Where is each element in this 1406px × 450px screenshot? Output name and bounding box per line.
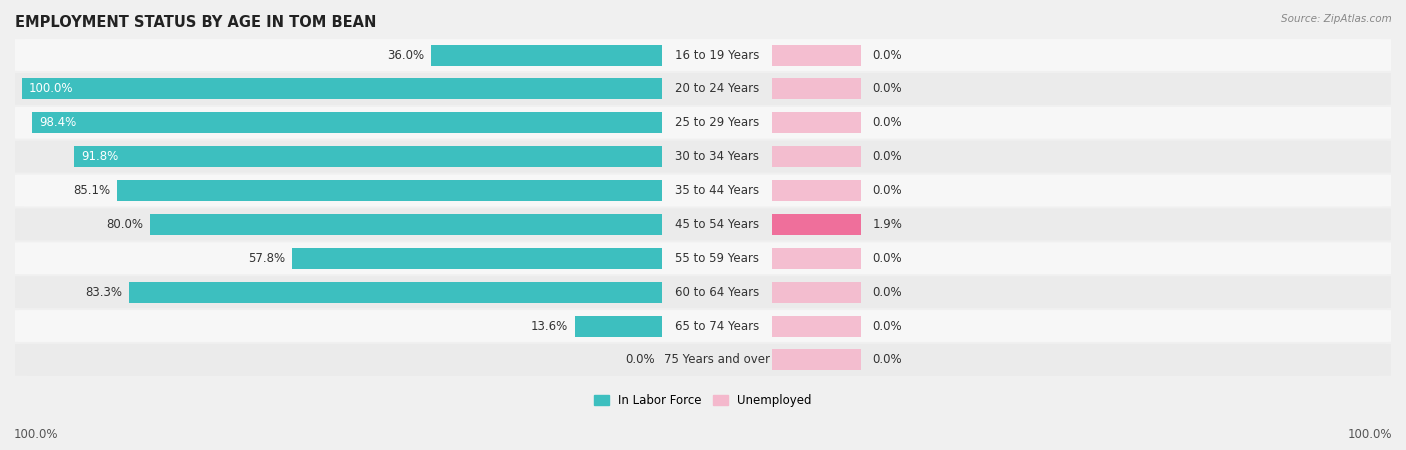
Text: 100.0%: 100.0% xyxy=(1347,428,1392,441)
Text: 83.3%: 83.3% xyxy=(84,286,122,299)
Bar xyxy=(432,45,662,66)
Text: 65 to 74 Years: 65 to 74 Years xyxy=(675,320,759,333)
Bar xyxy=(772,349,862,370)
Text: 75 Years and over: 75 Years and over xyxy=(664,353,769,366)
Text: 60 to 64 Years: 60 to 64 Years xyxy=(675,286,759,299)
Text: 0.0%: 0.0% xyxy=(872,116,901,129)
Bar xyxy=(292,248,662,269)
FancyBboxPatch shape xyxy=(8,141,1398,173)
Text: 0.0%: 0.0% xyxy=(872,49,901,62)
Text: Source: ZipAtlas.com: Source: ZipAtlas.com xyxy=(1281,14,1392,23)
FancyBboxPatch shape xyxy=(8,175,1398,207)
Bar xyxy=(772,180,862,201)
Bar xyxy=(772,315,862,337)
FancyBboxPatch shape xyxy=(8,39,1398,71)
Text: 20 to 24 Years: 20 to 24 Years xyxy=(675,82,759,95)
Bar xyxy=(772,214,862,235)
Legend: In Labor Force, Unemployed: In Labor Force, Unemployed xyxy=(589,389,817,412)
Text: 100.0%: 100.0% xyxy=(14,428,59,441)
Bar xyxy=(772,248,862,269)
Text: 35 to 44 Years: 35 to 44 Years xyxy=(675,184,759,197)
Text: 57.8%: 57.8% xyxy=(247,252,285,265)
Text: 25 to 29 Years: 25 to 29 Years xyxy=(675,116,759,129)
FancyBboxPatch shape xyxy=(8,243,1398,274)
Text: 85.1%: 85.1% xyxy=(73,184,110,197)
Text: 0.0%: 0.0% xyxy=(872,184,901,197)
Text: 55 to 59 Years: 55 to 59 Years xyxy=(675,252,759,265)
Bar xyxy=(575,315,662,337)
Bar xyxy=(22,78,662,99)
FancyBboxPatch shape xyxy=(8,310,1398,342)
Bar xyxy=(772,45,862,66)
Text: 91.8%: 91.8% xyxy=(82,150,118,163)
Bar xyxy=(129,282,662,303)
Text: 0.0%: 0.0% xyxy=(872,252,901,265)
Text: 0.0%: 0.0% xyxy=(872,286,901,299)
Text: 30 to 34 Years: 30 to 34 Years xyxy=(675,150,759,163)
FancyBboxPatch shape xyxy=(8,276,1398,308)
Bar xyxy=(772,282,862,303)
Text: EMPLOYMENT STATUS BY AGE IN TOM BEAN: EMPLOYMENT STATUS BY AGE IN TOM BEAN xyxy=(15,15,377,30)
Text: 0.0%: 0.0% xyxy=(626,353,655,366)
Text: 13.6%: 13.6% xyxy=(530,320,568,333)
Text: 0.0%: 0.0% xyxy=(872,150,901,163)
Bar xyxy=(772,78,862,99)
Text: 0.0%: 0.0% xyxy=(872,353,901,366)
Bar xyxy=(75,146,662,167)
Text: 0.0%: 0.0% xyxy=(872,320,901,333)
Text: 100.0%: 100.0% xyxy=(28,82,73,95)
FancyBboxPatch shape xyxy=(8,344,1398,376)
Text: 16 to 19 Years: 16 to 19 Years xyxy=(675,49,759,62)
FancyBboxPatch shape xyxy=(8,208,1398,240)
Text: 0.0%: 0.0% xyxy=(872,82,901,95)
Text: 80.0%: 80.0% xyxy=(105,218,143,231)
Text: 1.9%: 1.9% xyxy=(872,218,903,231)
FancyBboxPatch shape xyxy=(8,73,1398,105)
Bar xyxy=(117,180,662,201)
Text: 36.0%: 36.0% xyxy=(388,49,425,62)
Bar xyxy=(772,146,862,167)
Bar xyxy=(32,112,662,133)
Bar xyxy=(772,112,862,133)
Bar xyxy=(150,214,662,235)
FancyBboxPatch shape xyxy=(8,107,1398,139)
Text: 98.4%: 98.4% xyxy=(39,116,76,129)
Text: 45 to 54 Years: 45 to 54 Years xyxy=(675,218,759,231)
